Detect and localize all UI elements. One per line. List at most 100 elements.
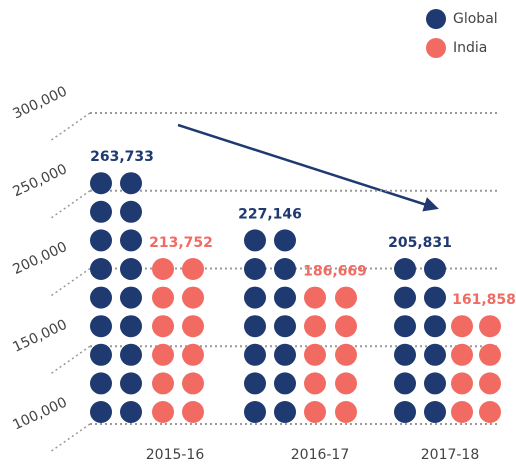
- grid-diagonal: [49, 267, 91, 298]
- dot: [394, 372, 416, 395]
- dot: [90, 172, 112, 195]
- dot: [244, 229, 266, 252]
- grid-diagonal: [49, 345, 91, 375]
- dot: [479, 343, 501, 366]
- dot: [90, 343, 112, 366]
- dot: [244, 286, 266, 309]
- x-tick-label: 2017-18: [421, 447, 480, 463]
- grid-diagonal: [49, 423, 91, 453]
- dot: [90, 401, 112, 423]
- dot: [244, 372, 266, 395]
- dot: [90, 286, 112, 309]
- dot: [274, 343, 296, 366]
- dot: [394, 343, 416, 366]
- y-tick-label: 250,000: [10, 161, 69, 200]
- dot: [152, 343, 174, 366]
- legend-swatch: [426, 9, 446, 29]
- y-tick-label: 150,000: [10, 317, 69, 356]
- dot: [182, 315, 204, 338]
- y-tick-label: 200,000: [10, 239, 69, 278]
- dot: [90, 315, 112, 338]
- dot: [274, 401, 296, 423]
- dot: [335, 343, 357, 366]
- value-label: 186,669: [303, 264, 367, 280]
- value-label: 227,146: [238, 206, 302, 222]
- dot: [244, 258, 266, 280]
- dot: [120, 229, 142, 252]
- dot: [244, 343, 266, 366]
- dot: [304, 286, 326, 309]
- dot: [424, 343, 446, 366]
- dot: [274, 258, 296, 280]
- dot: [182, 372, 204, 395]
- dot: [244, 401, 266, 423]
- dot: [304, 401, 326, 423]
- y-tick-label: 300,000: [10, 84, 69, 123]
- dot: [424, 372, 446, 395]
- dot: [120, 258, 142, 280]
- dot: [451, 343, 473, 366]
- dot: [182, 286, 204, 309]
- dot: [304, 315, 326, 338]
- dot: [274, 286, 296, 309]
- dot: [90, 200, 112, 223]
- dot: [304, 372, 326, 395]
- dot-stack: [152, 258, 204, 423]
- dot: [152, 401, 174, 423]
- dot: [244, 315, 266, 338]
- legend-label: Global: [453, 11, 498, 27]
- dot: [394, 258, 416, 280]
- dot: [479, 372, 501, 395]
- dot: [451, 372, 473, 395]
- dot: [120, 286, 142, 309]
- dot: [120, 372, 142, 395]
- dot-stack: [451, 315, 501, 423]
- value-label: 213,752: [149, 235, 213, 251]
- dot: [120, 315, 142, 338]
- value-label: 161,858: [452, 292, 516, 308]
- dot: [304, 343, 326, 366]
- dot: [90, 229, 112, 252]
- dot: [152, 372, 174, 395]
- grid-diagonal: [49, 190, 91, 220]
- dot: [335, 286, 357, 309]
- dot: [394, 315, 416, 338]
- dot: [335, 401, 357, 423]
- dot: [274, 229, 296, 252]
- value-label: 263,733: [90, 149, 154, 165]
- dot: [335, 315, 357, 338]
- x-tick-label: 2015-16: [146, 447, 205, 463]
- dot: [424, 315, 446, 338]
- trend-arrow: [177, 123, 439, 212]
- dot: [152, 286, 174, 309]
- dot: [424, 286, 446, 309]
- dot: [424, 258, 446, 280]
- dot: [152, 258, 174, 280]
- dot: [274, 315, 296, 338]
- legend-swatch: [426, 38, 446, 58]
- dot: [394, 401, 416, 423]
- dot: [335, 372, 357, 395]
- dot-stack: [304, 286, 357, 423]
- dot: [152, 315, 174, 338]
- dot: [451, 401, 473, 423]
- dot: [182, 343, 204, 366]
- dot: [120, 343, 142, 366]
- value-label: 205,831: [388, 235, 452, 251]
- x-tick-label: 2016-17: [291, 447, 350, 463]
- dot: [274, 372, 296, 395]
- dot: [120, 401, 142, 423]
- dot: [90, 372, 112, 395]
- grid-diagonal: [49, 112, 91, 142]
- dot: [479, 401, 501, 423]
- dot: [479, 315, 501, 338]
- dot-stack: [90, 172, 142, 423]
- dot-stack: [244, 229, 296, 423]
- dot: [394, 286, 416, 309]
- dot: [451, 315, 473, 338]
- legend-label: India: [453, 40, 487, 56]
- dot: [182, 401, 204, 423]
- dot: [182, 258, 204, 280]
- dot: [424, 401, 446, 423]
